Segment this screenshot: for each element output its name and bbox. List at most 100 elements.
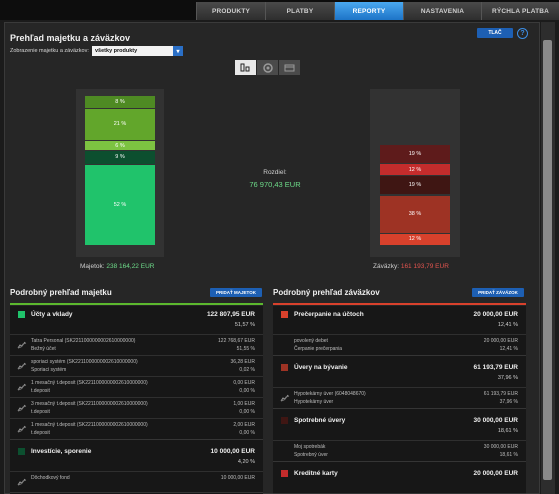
category-separator [273,355,526,356]
print-button[interactable]: TLAČ [477,28,513,38]
liabilities-section-divider [273,303,526,305]
liabilities-bar-segment: 12 % [380,164,450,176]
category-separator [273,408,526,409]
category-name: Kreditné karty [294,470,338,477]
add-liability-button[interactable]: PRIDAŤ ZÁVÄZOK [472,288,524,297]
item-name: Dôchodkový fond [31,475,70,481]
item-amount: 0,00 EUR [233,380,255,386]
liabilities-section-title: Podrobný prehľad záväzkov [273,288,380,297]
list-item[interactable]: Dôchodkový fond 10 000,00 EUR [10,471,263,492]
assets-bar-segment: 21 % [85,108,155,141]
tab-nastavenia[interactable]: NASTAVENIA [403,2,481,20]
category-separator [273,461,526,462]
assets-bar-segment: 52 % [85,164,155,245]
category-color-swatch [281,364,288,371]
tab-produkty[interactable]: PRODUKTY [196,2,265,20]
category-amount: 122 807,95 EUR [206,311,255,318]
category-color-swatch [18,311,25,318]
liabilities-bar-segment: 12 % [380,233,450,245]
card-view-toggle[interactable] [279,60,300,75]
list-item[interactable]: povolený debet Čerpanie prečerpania 20 000… [273,334,526,355]
item-type: Sporiaci systém [31,367,67,373]
liabilities-category[interactable]: Úvery na bývanie 61 193,79 EUR 37,96 % [273,359,526,387]
list-item[interactable]: Moj spotrebák Spotrebný úver 30 000,00 EUR… [273,440,526,461]
liabilities-bar: 19 % 12 % 19 % 38 % 12 % [380,145,450,246]
category-color-swatch [281,470,288,477]
list-item[interactable]: Tatra Personal (SK2211000000002610000000… [10,334,263,355]
item-percentage: 0,00 % [239,430,255,436]
item-name: 3 mesačný t.deposit (SK22110000000026100… [31,401,148,407]
page-title: Prehľad majetku a záväzkov [10,33,131,43]
list-item[interactable]: 3 mesačný t.deposit (SK22110000000026100… [10,397,263,418]
pie-chart-icon [262,62,273,73]
liabilities-total: Záväzky: 161 193,79 EUR [373,263,449,270]
chart-trend-icon [17,425,27,433]
product-filter-select[interactable]: všetky produkty ▾ [92,46,183,56]
assets-category[interactable]: Účty a vklady 122 807,95 EUR 51,57 % [10,306,263,334]
list-item[interactable]: Hypotekárny úver (6048048670) Hypotekárny… [273,387,526,408]
category-name: Účty a vklady [31,311,73,318]
item-amount: 30 000,00 EUR [483,444,518,450]
item-percentage: 0,02 % [239,367,255,373]
item-amount: 20 000,00 EUR [483,338,518,344]
item-amount: 2,00 EUR [233,422,255,428]
item-percentage: 12,41 % [499,346,518,352]
item-amount: 61 193,79 EUR [483,391,518,397]
category-color-swatch [281,417,288,424]
liabilities-bar-segment: 19 % [380,176,450,195]
bar-chart-toggle[interactable] [235,60,256,75]
liabilities-total-label: Záväzky: [373,263,400,270]
difference-value: 76 970,43 EUR [249,180,301,189]
list-item[interactable]: sporiaci systém (SK221100000000261000000… [10,355,263,376]
assets-section-title: Podrobný prehľad majetku [10,288,112,297]
tab-platby[interactable]: PLATBY [265,2,334,20]
chart-trend-icon [17,383,27,391]
category-amount: 61 193,79 EUR [473,364,518,371]
help-icon[interactable]: ? [517,28,528,39]
category-percentage: 37,96 % [497,375,518,381]
item-percentage: 18,61 % [499,452,518,458]
list-item[interactable]: 1 mesačný t.deposit (SK22110000000026100… [10,418,263,439]
category-separator [10,492,263,493]
item-type: Čerpanie prečerpania [294,346,343,352]
item-type: t.deposit [31,409,50,415]
item-type: Bežný účet [31,346,56,352]
chevron-down-icon[interactable]: ▾ [173,46,183,56]
chart-trend-icon [17,362,27,370]
category-percentage: 18,61 % [497,428,518,434]
category-name: Investície, sporenie [31,448,92,455]
category-separator [10,439,263,440]
add-asset-button[interactable]: PRIDAŤ MAJETOK [210,288,262,297]
category-name: Úvery na bývanie [294,364,348,371]
assets-total: Majetok: 238 164,22 EUR [80,263,154,270]
category-percentage: 51,57 % [234,322,255,328]
product-filter-value: všetky produkty [95,48,138,54]
liabilities-bar-segment: 19 % [380,145,450,164]
item-name: povolený debet [294,338,328,344]
scrollbar-thumb[interactable] [543,40,552,480]
liabilities-category[interactable]: Spotrebné úvery 30 000,00 EUR 18,61 % [273,412,526,440]
tab-reporty[interactable]: REPORTY [334,2,403,20]
item-name: sporiaci systém (SK221100000000261000000… [31,359,138,365]
card-icon [284,64,295,71]
item-name: 1 mesačný t.deposit (SK22110000000026100… [31,380,148,386]
list-item[interactable]: 1 mesačný t.deposit (SK22110000000026100… [10,376,263,397]
pie-chart-toggle[interactable] [257,60,278,75]
category-amount: 20 000,00 EUR [473,470,518,477]
chart-trend-icon [17,478,27,486]
item-percentage: 0,00 % [239,409,255,415]
liabilities-bar-segment: 38 % [380,195,450,233]
chart-trend-icon [17,341,27,349]
liabilities-category[interactable]: Prečerpanie na účtoch 20 000,00 EUR 12,41 … [273,306,526,334]
tab-rychla-platba[interactable]: RÝCHLA PLATBA [481,2,559,20]
filter-label: Zobrazenie majetku a záväzkov: [10,48,89,54]
item-name: Tatra Personal (SK2211000000002610000000… [31,338,136,344]
assets-bar: 8 % 21 % 6 % 9 % 52 % [85,96,155,246]
liabilities-category[interactable]: Kreditné karty 20 000,00 EUR [273,465,526,493]
category-name: Spotrebné úvery [294,417,346,424]
assets-category[interactable]: Investície, sporenie 10 000,00 EUR 4,20 % [10,443,263,471]
item-amount: 10 000,00 EUR [220,475,255,481]
item-type: Hypotekárny úver [294,399,334,405]
item-type: Spotrebný úver [294,452,328,458]
item-percentage: 0,00 % [239,388,255,394]
